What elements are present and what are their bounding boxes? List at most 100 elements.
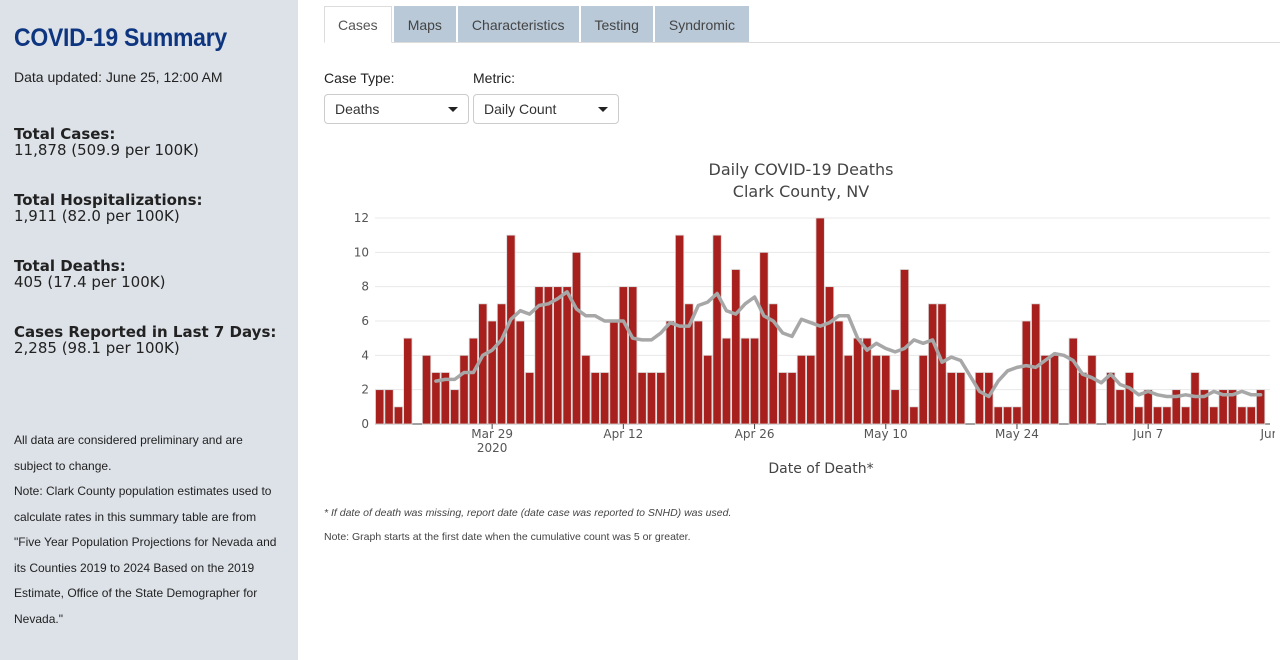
death-bar bbox=[1049, 354, 1060, 425]
death-bar bbox=[871, 354, 881, 425]
x-tick-label: Apr 12 bbox=[603, 427, 643, 441]
death-bar bbox=[946, 372, 956, 425]
death-bar bbox=[796, 354, 806, 425]
summary-title: COVID-19 Summary bbox=[14, 24, 227, 52]
death-bar bbox=[993, 406, 1003, 425]
death-bar bbox=[618, 286, 628, 425]
tab-divider bbox=[324, 42, 1280, 43]
chart-subtitle: Clark County, NV bbox=[732, 182, 870, 201]
death-bar bbox=[515, 320, 525, 425]
death-bar bbox=[375, 389, 385, 425]
x-tick-label: Jun 7 bbox=[1132, 427, 1163, 441]
death-bar bbox=[496, 303, 507, 425]
death-bar bbox=[1171, 389, 1181, 425]
death-bar bbox=[534, 286, 544, 425]
death-bar bbox=[1162, 406, 1172, 425]
death-bar bbox=[525, 372, 535, 425]
death-bar bbox=[703, 354, 713, 425]
death-bar bbox=[637, 372, 647, 425]
tab-maps[interactable]: Maps bbox=[393, 6, 456, 42]
death-bar bbox=[684, 303, 694, 425]
death-bar bbox=[628, 286, 638, 425]
death-bar bbox=[1040, 354, 1050, 425]
footnote-missing-date: * If date of death was missing, report d… bbox=[324, 507, 732, 519]
death-bar bbox=[693, 320, 703, 425]
stat-value: 11,878 (509.9 per 100K) bbox=[14, 141, 199, 159]
x-tick-label: Apr 26 bbox=[735, 427, 775, 441]
death-bar bbox=[1227, 389, 1238, 425]
death-bar bbox=[1143, 389, 1153, 425]
death-bar bbox=[749, 337, 760, 425]
stat-total-hospitalizations: Total Hospitalizations: 1,911 (82.0 per … bbox=[14, 192, 284, 224]
stat-cases-last-7-days: Cases Reported in Last 7 Days: 2,285 (98… bbox=[14, 324, 284, 356]
death-bar bbox=[984, 372, 994, 425]
moving-average-line bbox=[434, 290, 1263, 399]
death-bar bbox=[393, 406, 404, 425]
death-bar bbox=[759, 251, 769, 425]
death-bar bbox=[1246, 406, 1256, 425]
death-bar bbox=[459, 354, 469, 425]
death-bar bbox=[674, 234, 685, 425]
death-bar bbox=[384, 389, 394, 425]
x-tick-label: Mar 29 bbox=[471, 427, 513, 441]
preliminary-note: All data are considered preliminary and … bbox=[14, 433, 243, 473]
x-tick-label: Jun 21 bbox=[1259, 427, 1275, 441]
y-tick-label: 0 bbox=[361, 417, 369, 431]
case-type-label: Case Type: bbox=[324, 70, 395, 86]
death-bar bbox=[1152, 406, 1163, 425]
population-note: Note: Clark County population estimates … bbox=[14, 484, 277, 626]
death-bar bbox=[600, 372, 610, 425]
death-bar bbox=[609, 320, 619, 425]
death-bar bbox=[590, 372, 600, 425]
death-bar bbox=[956, 372, 966, 425]
death-bar bbox=[1134, 406, 1144, 425]
death-bar bbox=[553, 286, 563, 425]
death-bar bbox=[787, 372, 797, 425]
stat-value: 405 (17.4 per 100K) bbox=[14, 273, 166, 291]
chevron-down-icon bbox=[448, 106, 458, 112]
death-bar bbox=[468, 337, 478, 425]
death-bar bbox=[824, 286, 835, 425]
y-tick-label: 10 bbox=[354, 245, 369, 259]
death-bar bbox=[562, 286, 572, 425]
death-bar bbox=[656, 372, 666, 425]
tab-testing[interactable]: Testing bbox=[580, 6, 653, 42]
tab-characteristics[interactable]: Characteristics bbox=[457, 6, 579, 42]
chevron-down-icon bbox=[598, 106, 608, 112]
case-type-select[interactable]: Deaths bbox=[324, 94, 469, 124]
y-tick-label: 4 bbox=[361, 348, 369, 362]
y-tick-label: 8 bbox=[361, 280, 369, 294]
death-bar bbox=[581, 354, 591, 425]
metric-value: Daily Count bbox=[484, 101, 557, 117]
footnote-graph-start: Note: Graph starts at the first date whe… bbox=[324, 531, 691, 543]
summary-sidebar: COVID-19 Summary Data updated: June 25, … bbox=[0, 0, 298, 660]
tab-cases[interactable]: Cases bbox=[324, 6, 392, 43]
tab-bar: Cases Maps Characteristics Testing Syndr… bbox=[324, 6, 751, 43]
death-bar bbox=[1077, 372, 1088, 425]
death-bar bbox=[974, 372, 985, 425]
stat-label: Total Cases: bbox=[14, 125, 116, 143]
death-bar bbox=[431, 372, 441, 425]
death-bar bbox=[778, 372, 788, 425]
stat-total-deaths: Total Deaths: 405 (17.4 per 100K) bbox=[14, 258, 284, 290]
death-bar bbox=[403, 337, 413, 425]
death-bar bbox=[1237, 406, 1247, 425]
death-bar bbox=[806, 354, 816, 425]
death-bar bbox=[1087, 354, 1097, 425]
death-bar bbox=[909, 406, 919, 425]
metric-select[interactable]: Daily Count bbox=[473, 94, 619, 124]
x-axis-title: Date of Death* bbox=[768, 461, 873, 477]
death-bar bbox=[1003, 406, 1013, 425]
death-bar bbox=[721, 337, 732, 425]
death-bar bbox=[1209, 406, 1219, 425]
death-bar bbox=[421, 354, 432, 425]
death-bar bbox=[881, 354, 891, 425]
death-bar bbox=[1012, 406, 1022, 425]
death-bar bbox=[768, 303, 778, 425]
stat-value: 2,285 (98.1 per 100K) bbox=[14, 339, 180, 357]
death-bar bbox=[1181, 406, 1191, 425]
stat-label: Total Hospitalizations: bbox=[14, 191, 203, 209]
y-tick-label: 2 bbox=[361, 383, 369, 397]
tab-syndromic[interactable]: Syndromic bbox=[654, 6, 750, 42]
death-bar bbox=[740, 337, 750, 425]
